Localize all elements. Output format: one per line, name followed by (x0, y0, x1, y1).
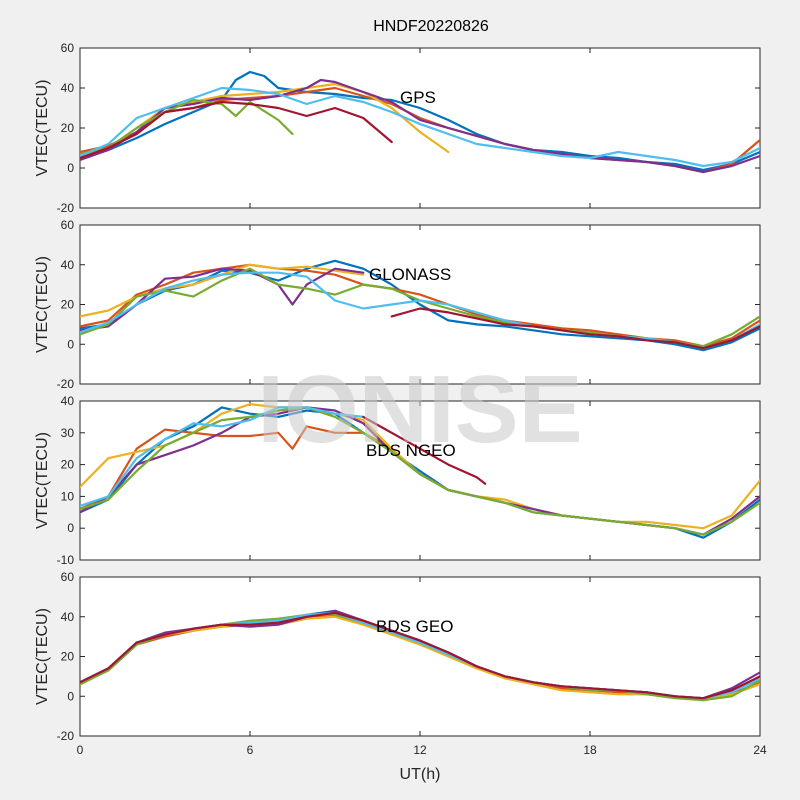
y-tick-label: 30 (61, 426, 75, 440)
y-tick-label: -20 (57, 201, 75, 215)
x-tick-label: 6 (247, 743, 254, 757)
subplot-2: -20 0 20 40 60 VTEC(TECU) GLONASS (34, 218, 761, 391)
y-tick-label: 0 (67, 161, 74, 175)
series-line-2 (80, 425, 393, 511)
y-axis-label: VTEC(TECU) (34, 432, 51, 529)
series-group (80, 70, 760, 174)
y-tick-label: 60 (61, 41, 75, 55)
y-tick-label: 60 (61, 570, 75, 584)
x-tick-label: 0 (77, 743, 84, 757)
y-tick-label: 40 (61, 394, 75, 408)
y-axis-label: VTEC(TECU) (34, 608, 51, 705)
series-annotation: GPS (400, 88, 436, 107)
series-annotation: GLONASS (369, 265, 451, 284)
series-annotation: BDS NGEO (366, 441, 456, 460)
y-tick-label: 0 (67, 689, 74, 703)
series-line-7 (80, 611, 760, 700)
y-tick-label: -10 (57, 553, 75, 567)
y-tick-label: 0 (67, 521, 74, 535)
series-line-6 (80, 271, 760, 350)
series-line-6 (80, 406, 365, 507)
series-annotation: BDS GEO (376, 617, 453, 636)
series-group (80, 403, 760, 539)
series-line-7 (390, 307, 760, 350)
x-tick-label: 12 (413, 743, 427, 757)
y-tick-label: 40 (61, 81, 75, 95)
series-line-7 (80, 100, 393, 160)
x-tick-label: 24 (753, 743, 767, 757)
y-tick-label: 20 (61, 298, 75, 312)
plot-area (79, 576, 761, 737)
watermark-text: IONISE (257, 356, 582, 463)
plot-area (79, 47, 761, 209)
y-tick-label: 20 (61, 458, 75, 472)
y-axis-label: VTEC(TECU) (34, 256, 51, 353)
y-tick-label: 60 (61, 218, 75, 232)
series-line-5 (80, 406, 760, 536)
y-tick-label: 40 (61, 610, 75, 624)
y-tick-label: -20 (57, 377, 75, 391)
series-group (80, 609, 760, 702)
series-line-5 (80, 98, 294, 156)
y-tick-label: 20 (61, 121, 75, 135)
series-line-7 (362, 415, 487, 485)
subplot-1: -20 0 20 40 60 VTEC(TECU) GPS (34, 41, 761, 215)
series-group (80, 259, 760, 352)
figure-title: HNDF20220826 (373, 18, 489, 35)
y-tick-label: 0 (67, 337, 74, 351)
subplot-3: -10 0 10 20 30 40 VTEC(TECU) BDS NGEO (34, 394, 761, 567)
x-tick-label: 18 (583, 743, 597, 757)
y-tick-label: 20 (61, 650, 75, 664)
y-axis-label: VTEC(TECU) (34, 80, 51, 177)
x-axis-label: UT(h) (400, 766, 441, 783)
y-tick-label: 40 (61, 258, 75, 272)
series-line-6 (80, 86, 760, 168)
y-tick-label: 10 (61, 489, 75, 503)
y-tick-label: -20 (57, 729, 75, 743)
series-line-4 (80, 78, 760, 174)
